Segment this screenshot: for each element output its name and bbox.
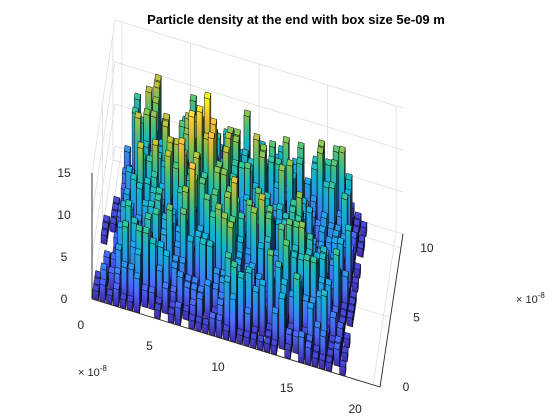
- bar: [229, 292, 237, 343]
- x-exponent-power: -8: [100, 364, 108, 373]
- bar: [209, 311, 216, 337]
- bar: [222, 324, 230, 341]
- z-tick-label: 10: [57, 208, 71, 222]
- bar-group: [92, 73, 368, 376]
- x-tick-label: 0: [78, 318, 85, 332]
- bar: [141, 283, 149, 309]
- bar: [341, 345, 349, 363]
- bar: [142, 226, 150, 302]
- bar: [167, 307, 175, 324]
- bar: [263, 336, 271, 353]
- x-tick-label: 20: [348, 402, 362, 416]
- y-axis-line: [379, 233, 404, 388]
- bar: [195, 315, 203, 332]
- bar: [223, 275, 231, 334]
- y-tick-label: 5: [413, 310, 420, 324]
- y-axis-exponent: × 10-8: [516, 291, 545, 306]
- bar: [341, 269, 349, 312]
- bar: [357, 241, 365, 258]
- bar: [106, 288, 114, 305]
- bar: [353, 262, 361, 279]
- bar: [119, 292, 127, 309]
- bar: [148, 285, 156, 311]
- x-tick-label: 5: [146, 339, 153, 353]
- bar: [259, 278, 267, 337]
- bar: [174, 300, 182, 326]
- z-tick-label: 15: [57, 166, 71, 180]
- bar: [318, 353, 326, 370]
- bar: [99, 277, 107, 303]
- bar: [360, 220, 368, 237]
- x-tick-label: 15: [280, 381, 294, 395]
- bar: [311, 351, 319, 368]
- y-tick-label: 0: [403, 380, 410, 394]
- bar: [243, 330, 251, 347]
- bar: [186, 234, 194, 293]
- y-exponent-base: × 10: [516, 294, 538, 306]
- bar: [333, 342, 341, 367]
- y-tick-label: 10: [420, 241, 434, 255]
- bar: [298, 330, 306, 364]
- x-axis-line: [91, 298, 381, 388]
- bar: [236, 328, 244, 345]
- bar: [215, 313, 223, 339]
- tick-labels: 0 5 10 15 0 5 10 15 20 0 5 10: [57, 166, 434, 416]
- bar: [292, 329, 300, 355]
- bar: [237, 270, 245, 338]
- bar: [250, 332, 258, 349]
- bar: [346, 310, 354, 328]
- bar: [182, 304, 190, 321]
- bar: [257, 334, 264, 351]
- bar: [284, 342, 292, 360]
- bar: [339, 359, 347, 376]
- bar: [305, 340, 312, 366]
- bar: [154, 303, 162, 320]
- bar: [100, 228, 108, 245]
- bar: [267, 248, 274, 333]
- bar: [92, 284, 100, 301]
- axis-lines: [91, 173, 404, 388]
- x-axis-exponent: × 10-8: [78, 364, 107, 379]
- y-exponent-power: -8: [538, 291, 546, 300]
- bar: [162, 281, 170, 315]
- bar: [202, 317, 210, 335]
- x-tick-label: 10: [211, 360, 225, 374]
- x-exponent-base: × 10: [78, 367, 100, 379]
- bar: [188, 313, 196, 330]
- z-tick-label: 0: [61, 292, 68, 306]
- bar: [343, 331, 351, 349]
- bar: [133, 271, 141, 314]
- bar: [113, 282, 120, 307]
- bar: [270, 338, 278, 355]
- bar: [126, 294, 134, 311]
- bar: [325, 355, 333, 372]
- bar: [351, 276, 359, 293]
- bar: [109, 216, 117, 234]
- z-tick-label: 5: [61, 250, 68, 264]
- chart-title: Particle density at the end with box siz…: [147, 12, 445, 27]
- bar: [278, 291, 286, 351]
